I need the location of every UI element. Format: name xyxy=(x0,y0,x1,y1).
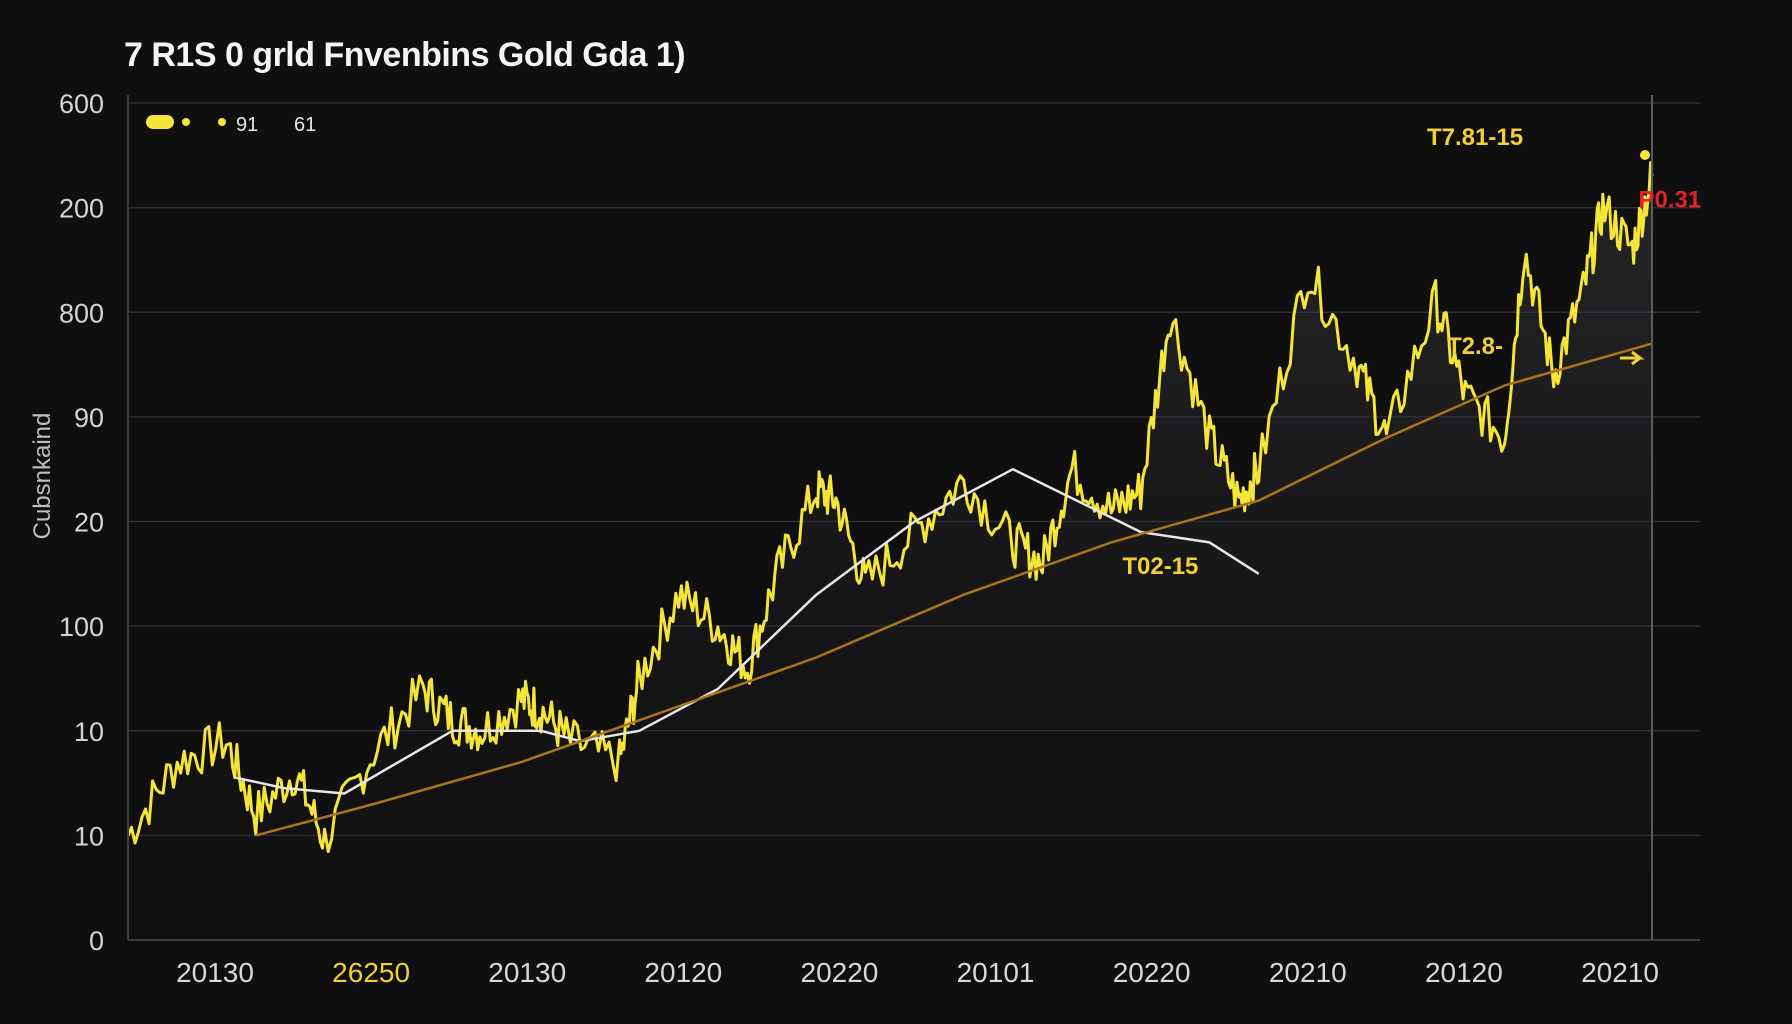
y-tick-label: 0 xyxy=(89,926,104,956)
gold-area-fill xyxy=(128,162,1652,941)
legend-label: 91 xyxy=(236,114,258,136)
x-tick-label: 20101 xyxy=(957,957,1035,988)
annotation-label: P0.31 xyxy=(1638,187,1701,214)
legend-dot xyxy=(218,118,226,126)
y-axis-title: Cubsnkaind xyxy=(29,413,56,540)
y-tick-label: 20 xyxy=(74,508,104,538)
legend-label: 61 xyxy=(294,114,316,136)
x-tick-label: 26250 xyxy=(332,957,410,988)
legend-dot xyxy=(182,118,190,126)
x-tick-label: 20220 xyxy=(1113,957,1191,988)
arrow-icon xyxy=(1620,350,1645,366)
x-tick-label: 20120 xyxy=(644,957,722,988)
series-line-trend xyxy=(255,342,1653,837)
y-tick-label: 200 xyxy=(59,194,104,224)
y-tick-label: 10 xyxy=(74,717,104,747)
x-tick-label: 20120 xyxy=(1425,957,1503,988)
x-tick-label: 20130 xyxy=(176,957,254,988)
y-tick-label: 10 xyxy=(74,821,104,851)
y-tick-label: 800 xyxy=(59,298,104,328)
series-line-white xyxy=(235,467,1260,795)
legend-swatch-gold xyxy=(146,115,174,129)
chart-title: 7 R1S 0 grld Fnvenbins Gold Gda 1) xyxy=(124,36,686,74)
annotation-label: T02-15 xyxy=(1122,553,1198,580)
series-end-dot xyxy=(1640,150,1650,160)
x-tick-label: 20130 xyxy=(488,957,566,988)
y-tick-label: 100 xyxy=(59,612,104,642)
annotation-label: T2.8- xyxy=(1447,333,1503,360)
x-tick-label: 20210 xyxy=(1269,957,1347,988)
y-tick-label: 600 xyxy=(59,89,104,119)
y-tick-label: 90 xyxy=(74,403,104,433)
x-tick-label: 20220 xyxy=(801,957,879,988)
series-line-gold xyxy=(126,161,1654,854)
x-tick-label: 20210 xyxy=(1581,957,1659,988)
annotation-label: T7.81-15 xyxy=(1427,124,1523,151)
